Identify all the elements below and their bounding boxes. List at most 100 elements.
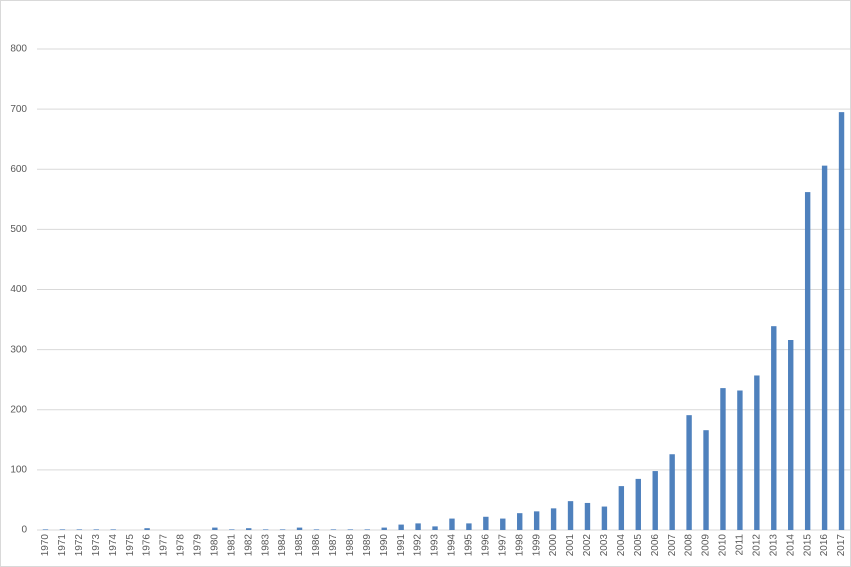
bar bbox=[720, 388, 726, 530]
y-tick-label: 0 bbox=[21, 525, 27, 536]
x-tick-label: 2004 bbox=[616, 534, 627, 557]
bar bbox=[618, 486, 625, 530]
x-tick-label: 1988 bbox=[345, 534, 356, 557]
bar bbox=[686, 415, 692, 530]
x-tick-label: 1997 bbox=[497, 534, 508, 557]
bar bbox=[567, 501, 574, 530]
x-tick-label: 1991 bbox=[396, 534, 407, 557]
bar bbox=[296, 527, 303, 530]
x-tick-label: 1981 bbox=[226, 534, 237, 557]
bar bbox=[788, 340, 794, 530]
x-tick-label: 1999 bbox=[531, 534, 542, 557]
bar bbox=[821, 165, 828, 530]
bar bbox=[347, 529, 354, 530]
y-tick-label: 300 bbox=[10, 344, 27, 355]
bar bbox=[59, 529, 66, 530]
x-tick-label: 1998 bbox=[514, 534, 525, 557]
bar bbox=[432, 526, 438, 530]
bar bbox=[652, 471, 658, 530]
x-tick-label: 1975 bbox=[125, 534, 136, 557]
x-tick-label: 1983 bbox=[260, 534, 271, 557]
bar bbox=[517, 513, 523, 530]
x-tick-label: 1973 bbox=[91, 534, 102, 557]
x-tick-label: 1994 bbox=[447, 534, 458, 557]
bar bbox=[466, 523, 472, 530]
bar bbox=[212, 527, 218, 530]
x-tick-label: 1984 bbox=[277, 534, 288, 557]
bar bbox=[279, 529, 286, 530]
x-tick-label: 1978 bbox=[176, 534, 187, 557]
x-tick-label: 1989 bbox=[362, 534, 373, 557]
y-tick-label: 500 bbox=[10, 224, 27, 235]
x-tick-label: 2016 bbox=[819, 534, 830, 557]
x-tick-label: 2001 bbox=[565, 534, 576, 557]
bar bbox=[449, 518, 455, 530]
x-tick-label: 2017 bbox=[836, 534, 847, 557]
x-tick-label: 1972 bbox=[74, 534, 85, 557]
x-tick-label: 2014 bbox=[785, 534, 796, 557]
bar bbox=[381, 527, 387, 530]
bar bbox=[838, 112, 845, 530]
x-tick-label: 2007 bbox=[667, 534, 678, 557]
x-tick-label: 2010 bbox=[718, 534, 729, 557]
x-tick-label: 1987 bbox=[328, 534, 339, 557]
bar bbox=[771, 326, 777, 530]
bar bbox=[398, 524, 404, 530]
x-tick-label: 2002 bbox=[582, 534, 593, 557]
x-tick-label: 1982 bbox=[243, 534, 254, 557]
bar bbox=[144, 528, 150, 530]
bar bbox=[669, 454, 675, 530]
bar bbox=[737, 390, 743, 530]
x-tick-label: 1971 bbox=[57, 534, 68, 557]
x-tick-label: 2015 bbox=[802, 534, 813, 557]
bar bbox=[415, 523, 421, 530]
x-tick-label: 1976 bbox=[142, 534, 153, 557]
bar bbox=[500, 518, 506, 530]
bar bbox=[42, 529, 49, 530]
bar bbox=[364, 529, 370, 530]
bar bbox=[76, 529, 83, 530]
x-tick-label: 2005 bbox=[633, 534, 644, 557]
bar bbox=[754, 375, 760, 530]
x-tick-label: 2012 bbox=[751, 534, 762, 557]
bar bbox=[313, 529, 320, 530]
x-tick-label: 2008 bbox=[684, 534, 695, 557]
x-tick-label: 1995 bbox=[464, 534, 475, 557]
x-tick-label: 1977 bbox=[159, 534, 170, 557]
x-tick-label: 1970 bbox=[40, 534, 51, 557]
bar bbox=[330, 529, 337, 530]
bar bbox=[584, 502, 591, 530]
x-tick-label: 1993 bbox=[430, 534, 441, 557]
bar bbox=[635, 478, 641, 530]
bar bbox=[804, 192, 811, 530]
bar bbox=[246, 528, 252, 530]
x-tick-label: 2003 bbox=[599, 534, 610, 557]
y-tick-label: 700 bbox=[10, 104, 27, 115]
x-tick-label: 2009 bbox=[701, 534, 712, 557]
x-tick-label: 1996 bbox=[480, 534, 491, 557]
bar bbox=[550, 508, 557, 530]
y-tick-label: 600 bbox=[10, 164, 27, 175]
bar bbox=[229, 529, 235, 530]
bar bbox=[533, 511, 540, 530]
y-tick-label: 100 bbox=[10, 465, 27, 476]
x-tick-label: 2011 bbox=[735, 534, 746, 556]
y-tick-label: 400 bbox=[10, 284, 27, 295]
y-tick-label: 800 bbox=[10, 44, 27, 55]
x-tick-label: 2013 bbox=[768, 534, 779, 557]
x-tick-label: 1990 bbox=[379, 534, 390, 557]
bar bbox=[262, 529, 269, 530]
x-tick-label: 2000 bbox=[548, 534, 559, 557]
x-tick-label: 1974 bbox=[108, 534, 119, 557]
bar bbox=[483, 516, 489, 530]
bar bbox=[703, 430, 709, 530]
y-tick-label: 200 bbox=[10, 404, 27, 415]
bar bbox=[93, 529, 99, 530]
x-tick-label: 1985 bbox=[294, 534, 305, 557]
bar bbox=[110, 529, 116, 530]
x-tick-label: 1986 bbox=[311, 534, 322, 557]
x-tick-label: 1979 bbox=[193, 534, 204, 557]
